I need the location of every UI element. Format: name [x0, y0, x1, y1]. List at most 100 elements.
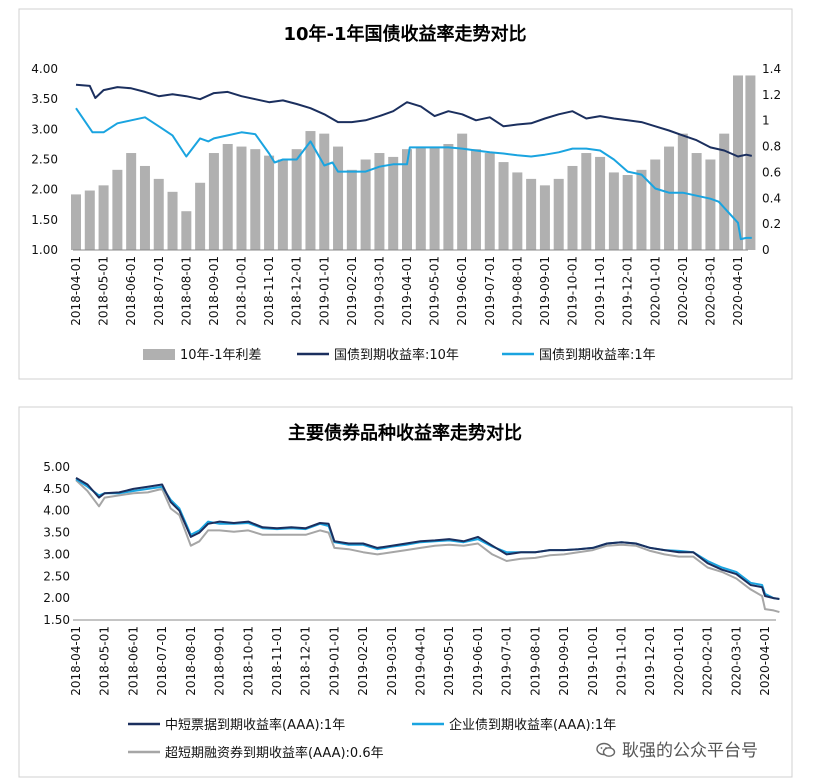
x-tick-label: 2019-07-01 — [483, 256, 497, 326]
x-tick-label: 2019-06-01 — [455, 256, 469, 326]
chart-treasury-spread: 10年-1年国债收益率走势对比 1.00 1.50 2.00 2.50 3.00 3.50… — [18, 8, 793, 380]
x-tick-label: 2019-06-01 — [471, 626, 485, 696]
x-tick-label: 2018-05-01 — [97, 256, 111, 326]
x-tick-label: 2018-07-01 — [152, 256, 166, 326]
spread-bar — [429, 146, 440, 250]
x-tick-label: 2020-03-01 — [703, 256, 717, 326]
spread-bar — [319, 133, 330, 250]
chart2-title: 主要债券品种收益率走势对比 — [288, 422, 522, 444]
y-tick-label: 2.50 — [43, 569, 70, 583]
spread-bar — [745, 75, 756, 250]
y-right-tick-label: 0 — [762, 243, 770, 257]
x-tick-label: 2019-12-01 — [621, 256, 635, 326]
x-tick-label: 2019-05-01 — [442, 626, 456, 696]
spread-bar — [277, 159, 288, 250]
y-tick-label: 1.50 — [43, 613, 70, 627]
spread-bar — [539, 185, 550, 250]
spread-bar — [595, 156, 606, 250]
spread-bar — [98, 185, 109, 250]
y-right-tick-label: 1 — [762, 114, 770, 128]
spread-bar — [250, 149, 261, 250]
y-right-tick-label: 1.4 — [762, 62, 781, 76]
spread-bar — [484, 153, 495, 250]
series-line-mtn — [75, 477, 780, 600]
spread-bar — [457, 133, 468, 250]
spread-bar — [167, 191, 178, 250]
x-tick-label: 2020-04-01 — [758, 626, 772, 696]
wechat-icon — [596, 742, 616, 757]
y-left-tick-label: 3.50 — [31, 92, 58, 106]
x-tick-label: 2019-09-01 — [557, 626, 571, 696]
y-left-tick-label: 2.50 — [31, 153, 58, 167]
spread-bar — [126, 153, 137, 250]
spread-bar — [512, 172, 523, 250]
spread-bar — [719, 133, 730, 250]
series-line-1y — [75, 107, 752, 241]
spread-bar — [498, 162, 509, 250]
spread-bar — [664, 146, 675, 250]
legend-label-1y: 国债到期收益率:1年 — [539, 347, 656, 363]
y-right-tick-label: 0.8 — [762, 140, 781, 154]
spread-bar — [84, 190, 95, 250]
spread-bar — [291, 149, 302, 250]
series-line-corp — [75, 478, 780, 600]
x-tick-label: 2019-11-01 — [593, 256, 607, 326]
x-tick-label: 2019-05-01 — [428, 256, 442, 326]
spread-bar — [470, 149, 481, 250]
y-left-tick-label: 2.00 — [31, 183, 58, 197]
legend-swatch-spread — [143, 349, 175, 360]
x-tick-label: 2020-01-01 — [648, 256, 662, 326]
spread-bar — [222, 143, 233, 250]
x-tick-label: 2019-01-01 — [317, 256, 331, 326]
legend-label-corp: 企业债到期收益率(AAA):1年 — [449, 717, 616, 733]
x-tick-label: 2018-04-01 — [69, 626, 83, 696]
spread-bar — [360, 159, 371, 250]
spread-bar — [581, 153, 592, 250]
x-tick-label: 2019-02-01 — [345, 256, 359, 326]
y-right-tick-label: 0.4 — [762, 191, 781, 205]
x-tick-label: 2018-12-01 — [290, 256, 304, 326]
x-tick-label: 2020-02-01 — [676, 256, 690, 326]
legend-label-mtn: 中短票据到期收益率(AAA):1年 — [165, 717, 345, 733]
x-tick-label: 2018-05-01 — [98, 626, 112, 696]
x-tick-label: 2018-12-01 — [299, 626, 313, 696]
spread-bar — [236, 146, 247, 250]
spread-bar — [305, 131, 316, 250]
x-tick-label: 2019-08-01 — [528, 626, 542, 696]
x-tick-label: 2018-11-01 — [262, 256, 276, 326]
chart1-title: 10年-1年国债收益率走势对比 — [283, 23, 526, 45]
y-left-tick-label: 1.00 — [31, 243, 58, 257]
x-tick-label: 2018-06-01 — [126, 626, 140, 696]
x-tick-label: 2019-07-01 — [500, 626, 514, 696]
spread-bar — [526, 178, 537, 250]
x-tick-label: 2018-07-01 — [155, 626, 169, 696]
y-right-tick-label: 0.6 — [762, 165, 781, 179]
x-tick-label: 2018-08-01 — [184, 626, 198, 696]
x-tick-label: 2019-08-01 — [510, 256, 524, 326]
x-tick-label: 2019-01-01 — [327, 626, 341, 696]
x-tick-label: 2018-09-01 — [207, 256, 221, 326]
spread-bar — [153, 178, 164, 250]
spread-bar — [402, 149, 412, 250]
series-line-10y — [75, 83, 753, 158]
legend-label-spread: 10年-1年利差 — [180, 348, 262, 363]
spread-bar — [415, 146, 426, 250]
spread-bar — [636, 169, 647, 250]
spread-bar — [443, 143, 454, 250]
x-tick-label: 2019-04-01 — [414, 626, 428, 696]
spread-bar — [346, 169, 357, 250]
x-tick-label: 2019-02-01 — [356, 626, 370, 696]
spread-bar — [112, 169, 123, 250]
x-tick-label: 2019-04-01 — [400, 256, 414, 326]
y-tick-label: 5.00 — [43, 460, 70, 474]
y-tick-label: 4.00 — [43, 504, 70, 518]
x-tick-label: 2018-08-01 — [179, 256, 193, 326]
spread-bar — [608, 172, 619, 250]
spread-bar — [181, 211, 192, 250]
y-tick-label: 2.00 — [43, 591, 70, 605]
x-tick-label: 2018-10-01 — [241, 626, 255, 696]
x-tick-label: 2019-03-01 — [385, 626, 399, 696]
x-tick-label: 2018-10-01 — [235, 256, 249, 326]
x-tick-label: 2018-11-01 — [270, 626, 284, 696]
x-tick-label: 2018-04-01 — [69, 256, 83, 326]
